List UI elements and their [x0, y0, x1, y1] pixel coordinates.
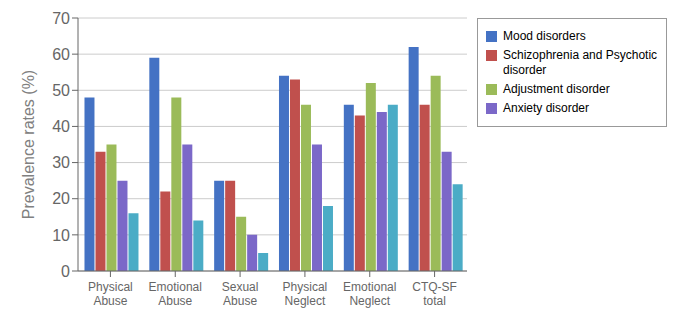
svg-text:Prevalence rates (%): Prevalence rates (%) — [20, 70, 37, 219]
html-text:Schizophrenia and Psychotic di: Schizophrenia and Psychotic disorder — [503, 48, 658, 77]
svg-text:EmotionalAbuse: EmotionalAbuse — [149, 280, 202, 308]
svg-text:EmotionalNeglect: EmotionalNeglect — [343, 280, 396, 308]
html-text:Adjustment disorder: Adjustment disorder — [503, 82, 610, 96]
svg-text:0: 0 — [61, 263, 70, 280]
svg-text:10: 10 — [52, 227, 70, 244]
svg-text:SexualAbuse: SexualAbuse — [222, 280, 259, 308]
svg-text:50: 50 — [52, 82, 70, 99]
svg-text:70: 70 — [52, 10, 70, 27]
svg-text:60: 60 — [52, 46, 70, 63]
html-text:Mood disorders: Mood disorders — [503, 29, 586, 43]
svg-text:20: 20 — [52, 190, 70, 207]
html-text:Anxiety disorder: Anxiety disorder — [503, 101, 589, 115]
svg-text:PhysicalNeglect: PhysicalNeglect — [283, 280, 328, 308]
svg-text:PhysicalAbuse: PhysicalAbuse — [88, 280, 133, 308]
svg-text:40: 40 — [52, 118, 70, 135]
svg-text:CTQ-SFtotal: CTQ-SFtotal — [412, 280, 457, 308]
svg-text:30: 30 — [52, 154, 70, 171]
